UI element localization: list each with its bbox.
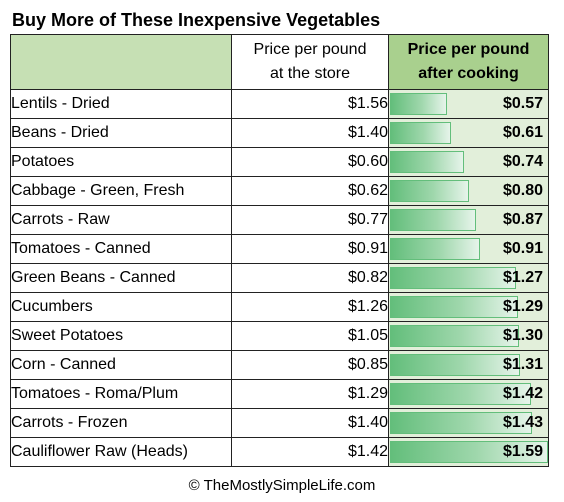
data-bar	[390, 412, 532, 434]
cooked-price-value: $1.27	[502, 269, 543, 286]
table-row: Lentils - Dried $1.56 $0.57	[10, 89, 549, 119]
cooked-price-value: $0.87	[502, 211, 543, 228]
data-bar	[390, 151, 464, 173]
store-price-cell: $1.26	[231, 292, 389, 322]
store-price-cell: $1.40	[231, 408, 389, 438]
store-price-cell: $1.56	[231, 89, 389, 119]
vegetable-price-table: Price per pound at the store Price per p…	[10, 34, 549, 467]
vegetable-name-cell: Sweet Potatoes	[10, 321, 232, 351]
cooked-price-cell: $1.59	[388, 437, 549, 467]
header-cooked-line2: after cooking	[418, 65, 519, 82]
data-bar	[390, 267, 516, 289]
cooked-price-value: $0.91	[502, 240, 543, 257]
table-row: Beans - Dried $1.40 $0.61	[10, 118, 549, 148]
data-bar	[390, 296, 518, 318]
data-bar	[390, 441, 548, 463]
store-price-cell: $0.60	[231, 147, 389, 177]
page-title: Buy More of These Inexpensive Vegetables	[12, 10, 381, 30]
cooked-price-cell: $1.30	[388, 321, 549, 351]
store-price-cell: $0.62	[231, 176, 389, 206]
store-price-cell: $0.77	[231, 205, 389, 235]
header-cooked-line1: Price per pound	[407, 41, 530, 58]
cooked-price-value: $0.61	[502, 124, 543, 141]
table-row: Cucumbers $1.26 $1.29	[10, 292, 549, 322]
cooked-price-cell: $1.31	[388, 350, 549, 380]
table-header-row: Price per pound at the store Price per p…	[10, 34, 549, 90]
cooked-price-value: $0.57	[502, 95, 543, 112]
vegetable-name-cell: Carrots - Frozen	[10, 408, 232, 438]
vegetable-name-cell: Cabbage - Green, Fresh	[10, 176, 232, 206]
table-row: Sweet Potatoes $1.05 $1.30	[10, 321, 549, 351]
data-bar	[390, 238, 480, 260]
table-row: Tomatoes - Roma/Plum $1.29 $1.42	[10, 379, 549, 409]
data-bar	[390, 122, 451, 144]
vegetable-name-cell: Carrots - Raw	[10, 205, 232, 235]
cooked-price-cell: $1.27	[388, 263, 549, 293]
cooked-price-cell: $0.91	[388, 234, 549, 264]
data-bar	[390, 354, 520, 376]
store-price-cell: $0.82	[231, 263, 389, 293]
vegetable-name-cell: Lentils - Dried	[10, 89, 232, 119]
table-row: Potatoes $0.60 $0.74	[10, 147, 549, 177]
vegetable-name-cell: Green Beans - Canned	[10, 263, 232, 293]
data-bar	[390, 209, 476, 231]
cooked-price-value: $0.80	[502, 182, 543, 199]
table-body: Lentils - Dried $1.56 $0.57 Beans - Dried $1…	[10, 89, 549, 467]
cooked-price-cell: $1.42	[388, 379, 549, 409]
header-store-line1: Price per pound	[253, 41, 367, 58]
store-price-cell: $1.42	[231, 437, 389, 467]
store-price-cell: $1.40	[231, 118, 389, 148]
table-row: Tomatoes - Canned $0.91 $0.91	[10, 234, 549, 264]
cooked-price-cell: $0.61	[388, 118, 549, 148]
store-price-cell: $0.85	[231, 350, 389, 380]
cooked-price-cell: $0.57	[388, 89, 549, 119]
table-row: Corn - Canned $0.85 $1.31	[10, 350, 549, 380]
data-bar	[390, 93, 447, 115]
cooked-price-value: $1.30	[502, 327, 543, 344]
cooked-price-value: $1.43	[502, 414, 543, 431]
vegetable-name-cell: Beans - Dried	[10, 118, 232, 148]
cooked-price-value: $1.42	[502, 385, 543, 402]
store-price-cell: $0.91	[231, 234, 389, 264]
vegetable-name-cell: Tomatoes - Canned	[10, 234, 232, 264]
vegetable-name-cell: Potatoes	[10, 147, 232, 177]
cooked-price-value: $1.31	[502, 356, 543, 373]
vegetable-name-cell: Tomatoes - Roma/Plum	[10, 379, 232, 409]
store-price-cell: $1.05	[231, 321, 389, 351]
cooked-price-cell: $0.74	[388, 147, 549, 177]
data-bar	[390, 383, 531, 405]
vegetable-name-cell: Cucumbers	[10, 292, 232, 322]
cooked-price-cell: $0.87	[388, 205, 549, 235]
copyright-footer: © TheMostlySimpleLife.com	[188, 477, 376, 494]
cooked-price-value: $1.29	[502, 298, 543, 315]
cooked-price-cell: $0.80	[388, 176, 549, 206]
table-row: Green Beans - Canned $0.82 $1.27	[10, 263, 549, 293]
table-row: Carrots - Raw $0.77 $0.87	[10, 205, 549, 235]
data-bar	[390, 325, 519, 347]
table-row: Carrots - Frozen $1.40 $1.43	[10, 408, 549, 438]
vegetable-name-cell: Corn - Canned	[10, 350, 232, 380]
cooked-price-cell: $1.29	[388, 292, 549, 322]
cooked-price-cell: $1.43	[388, 408, 549, 438]
header-item	[10, 34, 232, 90]
cooked-price-value: $0.74	[502, 153, 543, 170]
vegetable-name-cell: Cauliflower Raw (Heads)	[10, 437, 232, 467]
header-store-price: Price per pound at the store	[231, 34, 389, 90]
header-store-line2: at the store	[269, 65, 351, 82]
cooked-price-value: $1.59	[502, 443, 543, 460]
header-cooked-price: Price per pound after cooking	[388, 34, 549, 90]
table-row: Cabbage - Green, Fresh $0.62 $0.80	[10, 176, 549, 206]
table-row: Cauliflower Raw (Heads) $1.42 $1.59	[10, 437, 549, 467]
data-bar	[390, 180, 469, 202]
store-price-cell: $1.29	[231, 379, 389, 409]
